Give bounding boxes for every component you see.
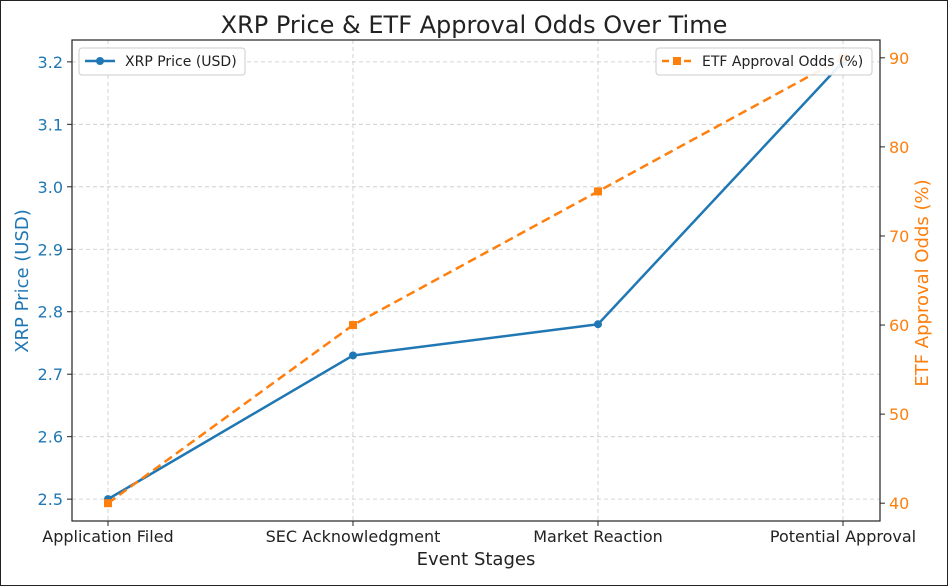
left-tick-label: 3.2 (38, 53, 63, 72)
right-tick-label: 60 (889, 316, 909, 335)
legend-label-etf: ETF Approval Odds (%) (702, 54, 863, 70)
data-point-circle (594, 320, 602, 329)
x-tick-label: Potential Approval (770, 527, 916, 546)
legend-label-xrp: XRP Price (USD) (125, 54, 237, 70)
right-tick-label: 80 (889, 138, 909, 157)
legend-marker-etf (673, 57, 681, 65)
legend-marker-xrp (96, 57, 104, 65)
left-tick-label: 2.6 (38, 428, 63, 447)
left-axis: 2.5 2.6 2.7 2.8 2.9 3.0 3.1 3.2 (38, 53, 72, 509)
left-tick-label: 3.0 (38, 178, 63, 197)
legend-right: ETF Approval Odds (%) (655, 47, 873, 76)
right-axis: 40 50 60 70 80 90 (880, 49, 909, 513)
series-layer (104, 53, 847, 508)
data-point-square (594, 187, 602, 196)
x-axis: Application Filed SEC Acknowledgment Marke… (42, 521, 916, 546)
left-tick-label: 2.9 (38, 240, 63, 259)
x-axis-label: Event Stages (417, 549, 536, 570)
left-tick-label: 2.8 (38, 303, 63, 322)
plot-area (71, 39, 881, 522)
right-tick-label: 70 (889, 227, 909, 246)
left-tick-label: 2.5 (38, 490, 63, 509)
x-tick-label: SEC Acknowledgment (266, 527, 441, 546)
left-tick-label: 3.1 (38, 115, 63, 134)
right-tick-label: 90 (889, 49, 909, 68)
right-axis-label: ETF Approval Odds (%) (912, 179, 933, 386)
right-tick-label: 50 (889, 405, 909, 424)
series-line-0 (107, 61, 844, 501)
left-axis-label: XRP Price (USD) (12, 209, 33, 353)
chart-title: XRP Price & ETF Approval Odds Over Time (221, 11, 728, 39)
data-point-square (349, 321, 357, 330)
data-point-circle (349, 351, 357, 360)
data-point-square (104, 499, 112, 508)
x-tick-label: Market Reaction (533, 527, 663, 546)
legend-left: XRP Price (USD) (78, 47, 246, 76)
x-tick-label: Application Filed (42, 527, 173, 546)
series-line-1 (107, 56, 844, 505)
grid (72, 40, 880, 521)
right-tick-label: 40 (889, 494, 909, 513)
left-tick-label: 2.7 (38, 365, 63, 384)
